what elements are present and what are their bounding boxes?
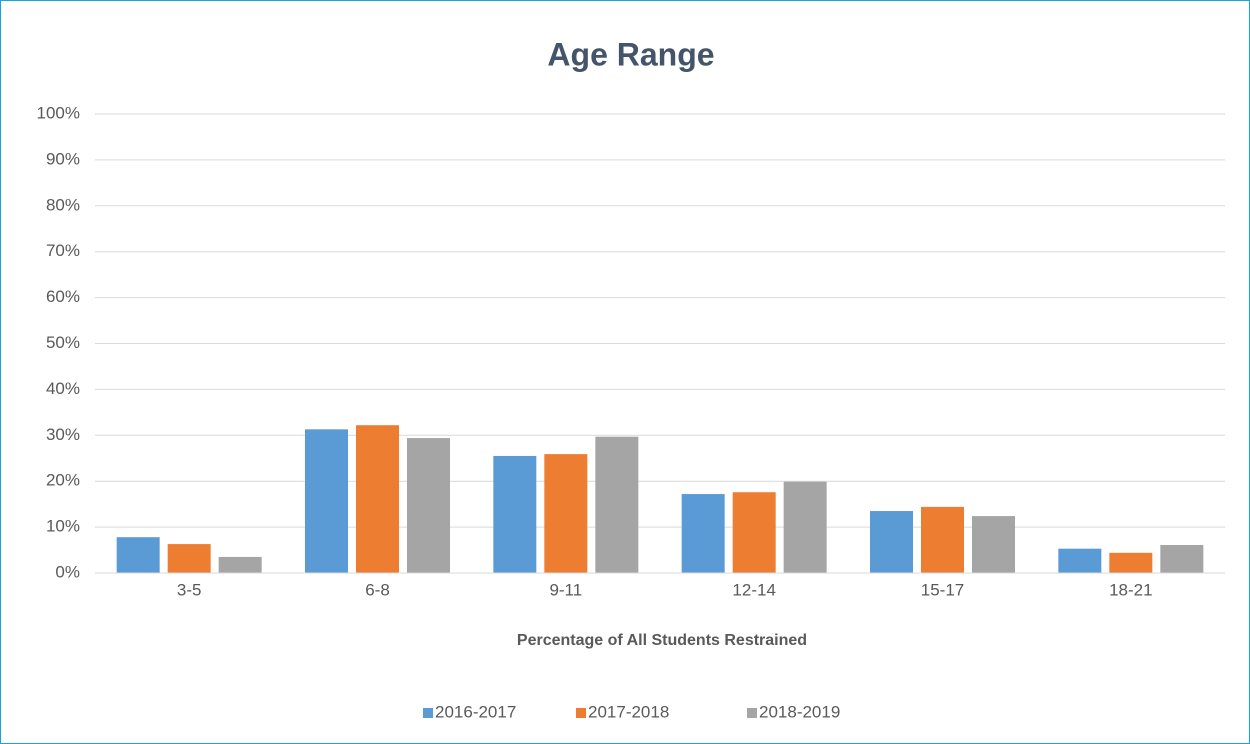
bar	[407, 438, 450, 573]
y-tick-label: 50%	[46, 333, 80, 352]
bar	[1058, 548, 1102, 573]
y-tick-label: 70%	[46, 241, 80, 260]
y-tick-label: 90%	[46, 149, 80, 168]
legend-swatch	[423, 708, 433, 718]
bar	[681, 494, 725, 573]
y-tick-label: 0%	[55, 562, 80, 581]
legend-label: 2017-2018	[588, 702, 669, 721]
x-axis-title: Percentage of All Students Restrained	[517, 632, 807, 649]
x-tick-label: 15-17	[921, 580, 964, 599]
bar	[783, 481, 827, 573]
bar	[1160, 545, 1204, 573]
x-tick-label: 12-14	[732, 580, 775, 599]
y-tick-label: 40%	[46, 379, 80, 398]
y-tick-label: 30%	[46, 425, 80, 444]
bar	[167, 544, 211, 573]
x-tick-label: 9-11	[549, 580, 582, 599]
legend-label: 2016-2017	[435, 702, 516, 721]
bar	[493, 455, 537, 573]
y-tick-label: 10%	[46, 517, 80, 536]
y-tick-label: 100%	[37, 103, 80, 122]
bar	[356, 425, 399, 573]
legend-swatch	[576, 708, 586, 718]
bar	[305, 429, 348, 573]
legend-swatch	[747, 708, 757, 718]
x-tick-label: 6-8	[365, 580, 390, 599]
bar	[218, 556, 262, 573]
bar	[544, 454, 588, 573]
x-tick-label: 18-21	[1109, 580, 1152, 599]
bar	[870, 511, 913, 573]
bar	[921, 506, 964, 573]
y-tick-label: 20%	[46, 471, 80, 490]
y-tick-label: 80%	[46, 195, 80, 214]
bar	[732, 492, 776, 573]
bar	[972, 516, 1015, 573]
bar	[1109, 552, 1153, 573]
bar	[595, 436, 639, 573]
y-tick-label: 60%	[46, 287, 80, 306]
bar	[116, 537, 160, 573]
legend-label: 2018-2019	[759, 702, 840, 721]
chart-title: Age Range	[547, 36, 714, 72]
x-tick-label: 3-5	[177, 580, 202, 599]
